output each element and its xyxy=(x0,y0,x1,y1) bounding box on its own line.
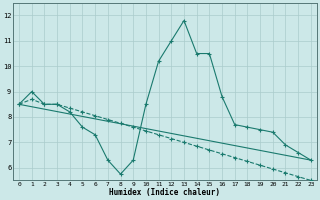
X-axis label: Humidex (Indice chaleur): Humidex (Indice chaleur) xyxy=(109,188,220,197)
